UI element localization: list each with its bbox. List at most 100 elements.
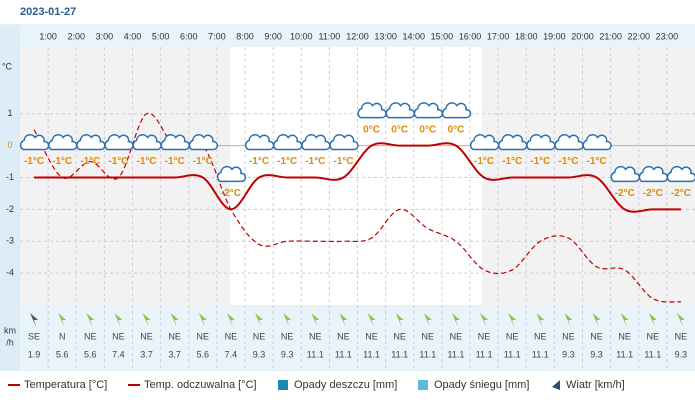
wind-dir: NE	[281, 331, 294, 341]
wind-arrow	[114, 313, 123, 327]
y-tick-label: -2	[6, 204, 14, 214]
series-line	[34, 142, 681, 213]
y-tick-label: 0	[7, 140, 12, 150]
hour-label: 18:00	[515, 31, 538, 41]
wind-dir: NE	[168, 331, 181, 341]
cloud-icon	[216, 165, 247, 183]
wind-dir: NE	[534, 331, 547, 341]
temp-label: -1°C	[530, 156, 550, 167]
temp-label: -1°C	[502, 156, 522, 167]
wind-arrow	[283, 313, 292, 327]
date: 2023-01-27	[20, 6, 76, 18]
wind-speed: 11.1	[644, 349, 661, 359]
y-tick-label: -3	[6, 236, 14, 246]
hour-label: 6:00	[180, 31, 198, 41]
temp-label: -1°C	[305, 156, 325, 167]
cloud-icon	[188, 134, 219, 151]
temp-label: -1°C	[587, 156, 607, 167]
wind-arrow	[564, 313, 573, 327]
wind-dir: NE	[675, 331, 688, 341]
wind-speed: 11.1	[448, 349, 465, 359]
wind-speed: 7.4	[225, 349, 238, 359]
wind-speed: 3.7	[140, 349, 153, 359]
wind-arrow	[311, 313, 320, 327]
wind-speed: 5.6	[56, 349, 69, 359]
wind-speed: 9.3	[253, 349, 266, 359]
temp-label: 0°C	[448, 124, 465, 135]
wind-dir: NE	[422, 331, 435, 341]
wind-dir: NE	[450, 331, 463, 341]
wind-unit: /h	[6, 337, 14, 347]
legend-label: Opady deszczu [mm]	[294, 379, 397, 391]
wind-arrow	[86, 313, 95, 327]
wind-arrow	[620, 313, 629, 327]
hour-label: 16:00	[459, 31, 482, 41]
legend-swatch	[418, 380, 428, 390]
wind-speed: 1.9	[28, 349, 41, 359]
hour-label: 10:00	[290, 31, 313, 41]
wind-dir: NE	[393, 331, 406, 341]
wind-arrow	[198, 313, 207, 327]
hour-label: 21:00	[599, 31, 622, 41]
wind-speed: 11.1	[616, 349, 633, 359]
wind-arrow	[30, 313, 39, 327]
hour-label: 19:00	[543, 31, 566, 41]
y-tick-label: -4	[6, 268, 14, 278]
temp-label: -1°C	[24, 156, 44, 167]
hour-label: 9:00	[264, 31, 282, 41]
wind-arrow	[226, 313, 235, 327]
wind-arrow	[339, 313, 348, 327]
wind-arrow	[58, 313, 67, 327]
temp-label: -1°C	[165, 156, 185, 167]
wind-speed: 9.3	[590, 349, 603, 359]
legend-label: Opady śniegu [mm]	[434, 379, 529, 391]
wind-speed: 11.1	[419, 349, 436, 359]
wind-arrow	[676, 313, 685, 327]
legend-label: Wiatr [km/h]	[566, 379, 625, 391]
hour-label: 4:00	[124, 31, 142, 41]
temp-label: -1°C	[80, 156, 100, 167]
wind-speed: 11.1	[476, 349, 493, 359]
hour-label: 2:00	[67, 31, 85, 41]
legend-swatch	[278, 380, 288, 390]
wind-dir: NE	[225, 331, 238, 341]
wind-speed: 5.6	[197, 349, 210, 359]
hour-label: 15:00	[431, 31, 454, 41]
wind-speed: 11.1	[391, 349, 408, 359]
wind-speed: 11.1	[307, 349, 324, 359]
wind-dir: NE	[112, 331, 125, 341]
wind-arrow	[592, 313, 601, 327]
temp-label: 0°C	[363, 124, 380, 135]
temp-label: -1°C	[474, 156, 494, 167]
hour-label: 5:00	[152, 31, 170, 41]
temp-label: -1°C	[333, 156, 353, 167]
wind-dir: SE	[28, 331, 40, 341]
wind-dir: NE	[562, 331, 575, 341]
hour-label: 20:00	[571, 31, 594, 41]
wind-dir: NE	[647, 331, 660, 341]
hour-label: 14:00	[402, 31, 425, 41]
temp-label: -1°C	[52, 156, 72, 167]
temp-label: -1°C	[277, 156, 297, 167]
temp-label: -1°C	[558, 156, 578, 167]
hour-label: 12:00	[346, 31, 369, 41]
temp-label: -2°C	[643, 188, 663, 199]
temp-label: -2°C	[221, 188, 241, 199]
wind-dir: NE	[253, 331, 266, 341]
wind-arrow	[142, 313, 151, 327]
hour-label: 1:00	[39, 31, 57, 41]
wind-dir: NE	[365, 331, 378, 341]
wind-arrow	[451, 313, 460, 327]
wind-arrow	[423, 313, 432, 327]
wind-arrow	[480, 313, 489, 327]
hour-label: 13:00	[374, 31, 397, 41]
hour-label: 23:00	[656, 31, 679, 41]
hour-label: 7:00	[208, 31, 226, 41]
hour-label: 11:00	[318, 31, 340, 41]
wind-dir: NE	[506, 331, 519, 341]
hour-label: 3:00	[96, 31, 114, 41]
wind-speed: 9.3	[562, 349, 575, 359]
wind-arrow	[255, 313, 264, 327]
left-band	[0, 25, 20, 370]
